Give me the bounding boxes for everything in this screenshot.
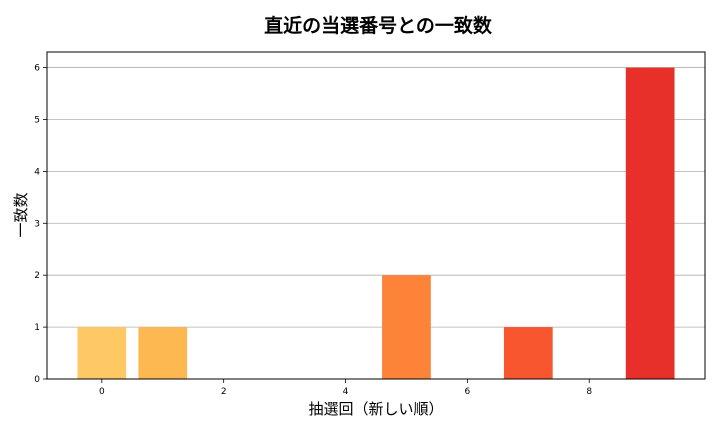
y-tick-label: 2	[34, 271, 40, 281]
x-tick-label: 8	[586, 387, 592, 397]
chart-title: 直近の当選番号との一致数	[264, 14, 493, 37]
bar	[138, 327, 188, 379]
x-tick-label: 4	[343, 387, 349, 397]
y-tick-label: 1	[34, 323, 40, 333]
y-tick-label: 3	[34, 219, 40, 229]
x-tick-label: 0	[99, 387, 105, 397]
bar	[382, 275, 431, 379]
y-axis-ticks: 0 1 2 3 4 5 6	[34, 64, 47, 385]
y-tick-label: 5	[34, 115, 40, 125]
x-tick-label: 2	[221, 387, 227, 397]
x-tick-label: 6	[465, 387, 471, 397]
bars	[77, 67, 675, 380]
plot-frame	[46, 51, 706, 380]
y-tick-label: 6	[34, 64, 40, 74]
y-tick-label: 0	[34, 375, 40, 385]
x-axis-label: 抽選回（新しい順）	[308, 400, 443, 418]
bar	[625, 67, 675, 380]
x-axis-ticks: 0 2 4 6 8	[99, 379, 592, 397]
bar	[503, 327, 553, 379]
bar	[77, 327, 127, 379]
y-axis-label: 一致数	[12, 192, 30, 237]
y-tick-label: 4	[34, 167, 40, 177]
